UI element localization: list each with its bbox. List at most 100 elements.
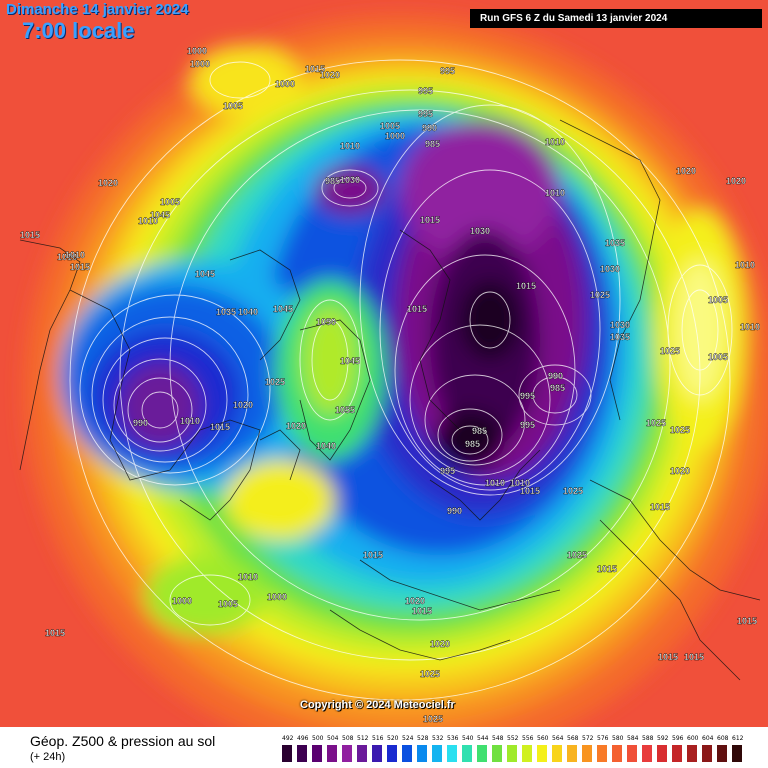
pressure-label: 1020 [98,178,118,188]
pressure-label: 985 [425,139,440,149]
pressure-label: 1025 [567,550,587,560]
pressure-label: 1020 [233,400,253,410]
pressure-label: 985 [465,439,480,449]
pressure-label: 990 [422,123,437,133]
legend-swatch [522,745,532,762]
pressure-label: 1000 [190,59,210,69]
legend-label: 584 [627,735,639,742]
legend-swatch [477,745,487,762]
pressure-label: 1020 [676,166,696,176]
legend-swatch [327,745,337,762]
legend-swatch [642,745,652,762]
legend-swatch [612,745,622,762]
pressure-label: 1020 [726,176,746,186]
pressure-label: 1030 [470,226,490,236]
legend-swatch [432,745,442,762]
legend-label: 500 [312,735,324,742]
pressure-label: 1030 [340,175,360,185]
pressure-label: 1015 [658,652,678,662]
pressure-label: 1020 [430,639,450,649]
pressure-label: 1025 [265,377,285,387]
legend-swatch [597,745,607,762]
pressure-label: 1010 [180,416,200,426]
pressure-label: 1020 [670,466,690,476]
chart-date: Dimanche 14 janvier 2024 [6,1,189,18]
pressure-label: 985 [472,426,487,436]
legend-swatch [627,745,637,762]
legend-label: 580 [612,735,624,742]
legend-swatch [462,745,472,762]
pressure-label: 1035 [605,238,625,248]
legend-label: 516 [372,735,384,742]
legend-label: 512 [357,735,369,742]
legend-label: 564 [552,735,564,742]
legend-label: 544 [477,735,489,742]
legend-swatch [702,745,712,762]
pressure-label: 995 [418,109,433,119]
legend-swatch [447,745,457,762]
pressure-label: 1040 [238,307,258,317]
legend-label: 552 [507,735,519,742]
pressure-label: 1000 [385,131,405,141]
legend-label: 608 [717,735,729,742]
pressure-label: 1000 [275,79,295,89]
legend-swatch [687,745,697,762]
legend-swatch [312,745,322,762]
pressure-label: 1035 [216,307,236,317]
pressure-label: 1015 [70,262,90,272]
run-info: Run GFS 6 Z du Samedi 13 janvier 2024 [470,9,762,28]
pressure-label: 1055 [335,405,355,415]
legend-swatch [537,745,547,762]
pressure-label: 1015 [363,550,383,560]
pressure-label: 1010 [65,250,85,260]
legend-label: 560 [537,735,549,742]
pressure-label: 1010 [735,260,755,270]
legend-label: 588 [642,735,654,742]
pressure-label: 1020 [286,421,306,431]
legend-swatch [552,745,562,762]
pressure-label: 995 [520,420,535,430]
pressure-label: 985 [550,383,565,393]
chart-local-time: 7:00 locale [22,18,135,43]
legend-swatch [357,745,367,762]
pressure-label: 1000 [172,596,192,606]
legend-label: 540 [462,735,474,742]
pressure-label: 1015 [210,422,230,432]
forecast-lead: (+ 24h) [30,751,66,763]
legend-label: 604 [702,735,714,742]
pressure-label: 1005 [708,295,728,305]
legend-label: 548 [492,735,504,742]
pressure-label: 1000 [187,46,207,56]
pressure-label: 1015 [520,486,540,496]
pressure-label: 1010 [485,478,505,488]
pressure-label: 1010 [545,137,565,147]
pressure-label: 1015 [516,281,536,291]
legend-swatch [507,745,517,762]
pressure-label: 1045 [150,210,170,220]
pressure-label: 1015 [407,304,427,314]
legend-swatch [342,745,352,762]
legend-swatch [582,745,592,762]
pressure-label: 1030 [600,264,620,274]
pressure-label: 995 [418,86,433,96]
pressure-label: 1040 [316,441,336,451]
pressure-label: 1010 [545,188,565,198]
pressure-label: 1010 [57,252,77,262]
legend-label: 536 [447,735,459,742]
copyright: Copyright © 2024 Meteociel.fr [300,699,455,711]
pressure-label: 1050 [316,317,336,327]
legend-label: 520 [387,735,399,742]
pressure-label: 1015 [737,616,757,626]
pressure-label: 1015 [412,606,432,616]
pressure-label: 1015 [305,64,325,74]
pressure-label: 1025 [646,418,666,428]
pressure-label: 1035 [610,332,630,342]
pressure-label: 1025 [670,425,690,435]
pressure-label: 1015 [684,652,704,662]
pressure-label: 1005 [380,121,400,131]
legend-swatch [387,745,397,762]
color-legend: 492 496 500 504 508 512 516 520 524 528 532 536 540 5… [282,735,748,765]
legend-label: 568 [567,735,579,742]
